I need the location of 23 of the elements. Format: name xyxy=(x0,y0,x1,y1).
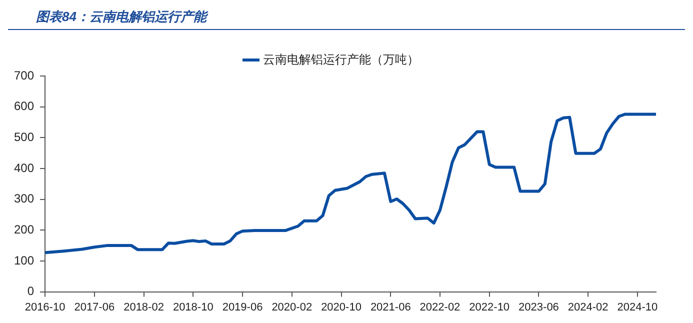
x-tick-label: 2018-02 xyxy=(124,301,164,314)
y-tick-label: 400 xyxy=(14,160,34,175)
x-tick-label: 2017-06 xyxy=(74,301,115,314)
x-tick-label: 2024-10 xyxy=(617,301,658,314)
x-tick-label: 2020-10 xyxy=(321,301,362,314)
x-tick-label: 2016-10 xyxy=(24,301,66,314)
x-tick-label: 2023-06 xyxy=(518,301,559,314)
x-tick-label: 2020-02 xyxy=(272,301,312,314)
x-tick-label: 2022-02 xyxy=(420,301,460,314)
y-tick-label: 100 xyxy=(14,253,34,268)
y-tick-label: 200 xyxy=(14,222,34,236)
x-tick-label: 2018-10 xyxy=(172,301,214,314)
x-tick-label: 2024-02 xyxy=(568,301,608,314)
x-tick-label: 2021-06 xyxy=(370,301,411,314)
y-tick-label: 700 xyxy=(14,68,34,82)
y-tick-label: 0 xyxy=(27,284,34,298)
y-tick-label: 500 xyxy=(14,130,34,144)
x-tick-label: 2019-06 xyxy=(222,301,263,314)
x-tick-label: 2022-10 xyxy=(469,301,510,314)
legend-label: 云南电解铝运行产能（万吨） xyxy=(263,52,419,66)
chart-title: 图表84：云南电解铝运行产能 xyxy=(8,8,685,30)
y-tick-label: 300 xyxy=(14,192,34,206)
y-tick-label: 600 xyxy=(14,99,34,114)
